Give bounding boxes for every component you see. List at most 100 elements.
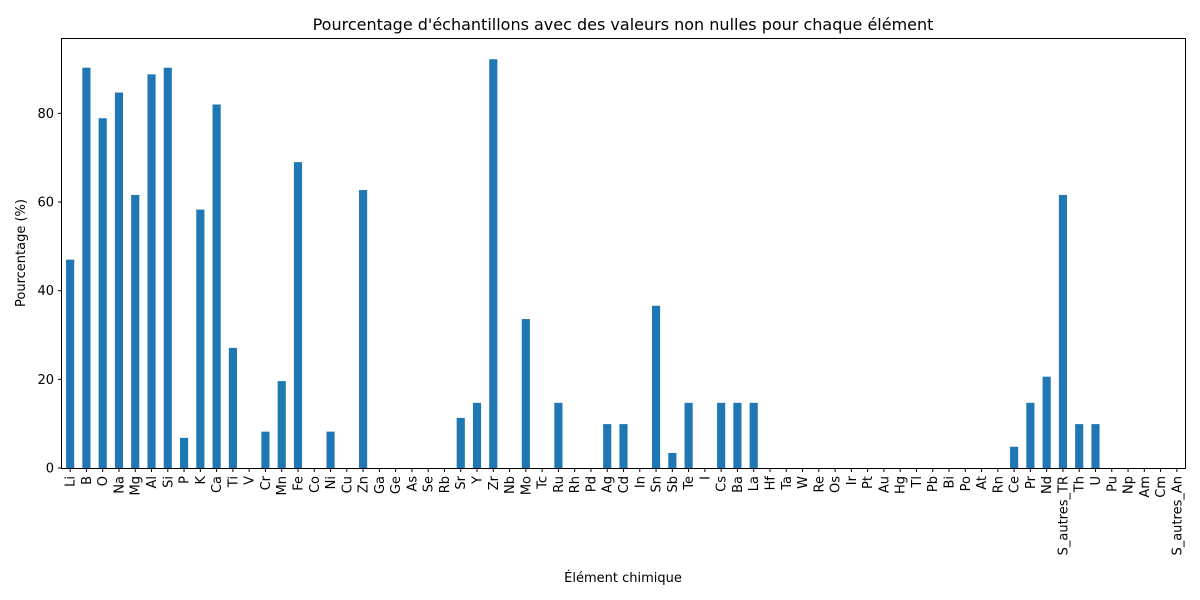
bar-Ce <box>1010 446 1019 468</box>
x-tick-label: Re <box>812 476 827 492</box>
x-tick-label: Zn <box>357 476 372 493</box>
x-tick-label: Rh <box>568 476 583 493</box>
x-tick-label: Mn <box>275 476 290 495</box>
bar-Na <box>114 92 124 468</box>
x-tick-label: Rb <box>438 476 453 493</box>
x-tick-label: Ca <box>210 476 225 493</box>
bar-Sn <box>651 305 661 468</box>
y-tick-label: 0 <box>46 462 54 477</box>
x-tick-label: Al <box>145 476 160 489</box>
x-tick-label: Am <box>1138 476 1153 498</box>
bar-Cs <box>717 402 726 468</box>
bar-O <box>98 118 107 469</box>
bar-Pr <box>1026 402 1035 468</box>
x-tick-label: Th <box>1073 476 1088 493</box>
x-tick-label: Co <box>308 476 323 493</box>
x-tick-label: Pu <box>1105 476 1120 492</box>
x-tick-label: Ru <box>552 476 567 493</box>
bar-Sr <box>456 417 465 468</box>
x-tick-label: S_autres_An <box>1170 476 1185 556</box>
bar-Nd <box>1042 376 1051 468</box>
bar-Zr <box>489 59 498 468</box>
chart-title: Pourcentage d'échantillons avec des vale… <box>313 15 934 34</box>
bar-Fe <box>293 162 303 468</box>
x-tick-label: Na <box>112 476 127 494</box>
bar-Ti <box>228 347 237 468</box>
bar-La <box>749 402 758 468</box>
x-tick-label: Si <box>161 476 176 488</box>
bar-Mg <box>131 194 140 468</box>
y-tick-label: 80 <box>37 107 54 122</box>
bar-S_autres_TR <box>1058 194 1068 468</box>
x-tick-label: Se <box>422 476 437 492</box>
x-tick-label: Hf <box>763 476 778 491</box>
x-tick-label: Ni <box>324 476 339 489</box>
x-tick-label: I <box>698 476 713 480</box>
x-tick-label: Li <box>64 476 79 487</box>
x-tick-label: Tl <box>910 476 925 489</box>
plot-frame <box>61 38 1186 469</box>
x-tick-label: Mo <box>519 476 534 495</box>
x-tick-label: Au <box>877 476 892 493</box>
bar-K <box>196 209 205 468</box>
x-tick-label: S_autres_TR <box>1056 476 1071 555</box>
x-tick-label: Pb <box>926 476 941 492</box>
bar-Mn <box>277 381 286 468</box>
x-tick-label: Mg <box>129 476 144 495</box>
x-tick-label: Cd <box>617 476 632 493</box>
x-tick-label: O <box>96 476 111 486</box>
y-tick-label: 40 <box>37 284 54 299</box>
x-tick-label: Ta <box>780 476 795 491</box>
x-tick-label: As <box>405 476 420 492</box>
bar-P <box>180 437 189 468</box>
x-tick-label: Pr <box>1024 475 1039 489</box>
y-axis-ticks: 0 20 40 60 80 <box>37 107 62 477</box>
x-tick-label: Ga <box>373 476 388 494</box>
bar-Si <box>163 67 172 468</box>
x-tick-label: Zr <box>487 475 502 490</box>
x-tick-label: Pd <box>584 476 599 492</box>
x-tick-label: Ba <box>731 476 746 493</box>
x-tick-label: Ti <box>226 476 241 488</box>
x-tick-label: Ir <box>845 475 860 485</box>
x-tick-label: Tc <box>536 476 551 490</box>
x-tick-label: At <box>975 476 990 490</box>
x-tick-label: Sn <box>650 476 665 493</box>
bar-Sb <box>668 452 677 468</box>
x-tick-label: La <box>747 476 762 491</box>
x-tick-label: Np <box>1122 476 1137 494</box>
bar-Cd <box>619 424 628 468</box>
y-axis-label: Pourcentage (%) <box>14 199 29 307</box>
x-tick-label: Os <box>829 476 844 493</box>
bar-Mo <box>521 319 530 468</box>
x-tick-label: K <box>194 476 209 485</box>
bar-Ru <box>554 402 563 468</box>
x-tick-label: Cs <box>715 476 730 492</box>
bar-U <box>1091 424 1100 468</box>
bar-Li <box>66 259 75 468</box>
bar-Ag <box>603 424 612 468</box>
x-tick-label: Cm <box>1154 476 1169 498</box>
x-tick-label: Ag <box>601 476 616 493</box>
bar-Zn <box>359 190 368 469</box>
x-tick-label: V <box>243 476 258 485</box>
x-tick-label: Sb <box>666 476 681 493</box>
x-tick-label: B <box>80 476 95 485</box>
x-tick-label: W <box>796 476 811 489</box>
x-tick-label: Cr <box>259 475 274 490</box>
bars-group <box>66 59 1100 469</box>
x-tick-label: P <box>178 476 193 484</box>
bar-Al <box>147 74 156 468</box>
x-tick-label: In <box>633 476 648 488</box>
x-tick-label: Y <box>471 476 486 485</box>
x-tick-label: Po <box>959 476 974 491</box>
x-tick-label: Fe <box>291 476 306 491</box>
x-axis-label: Élément chimique <box>564 570 682 586</box>
y-tick-label: 60 <box>37 196 54 211</box>
bar-Te <box>684 402 693 468</box>
x-tick-label: Rn <box>991 476 1006 493</box>
y-tick-label: 20 <box>37 373 54 388</box>
bar-B <box>82 67 91 468</box>
bar-Ni <box>326 431 335 468</box>
